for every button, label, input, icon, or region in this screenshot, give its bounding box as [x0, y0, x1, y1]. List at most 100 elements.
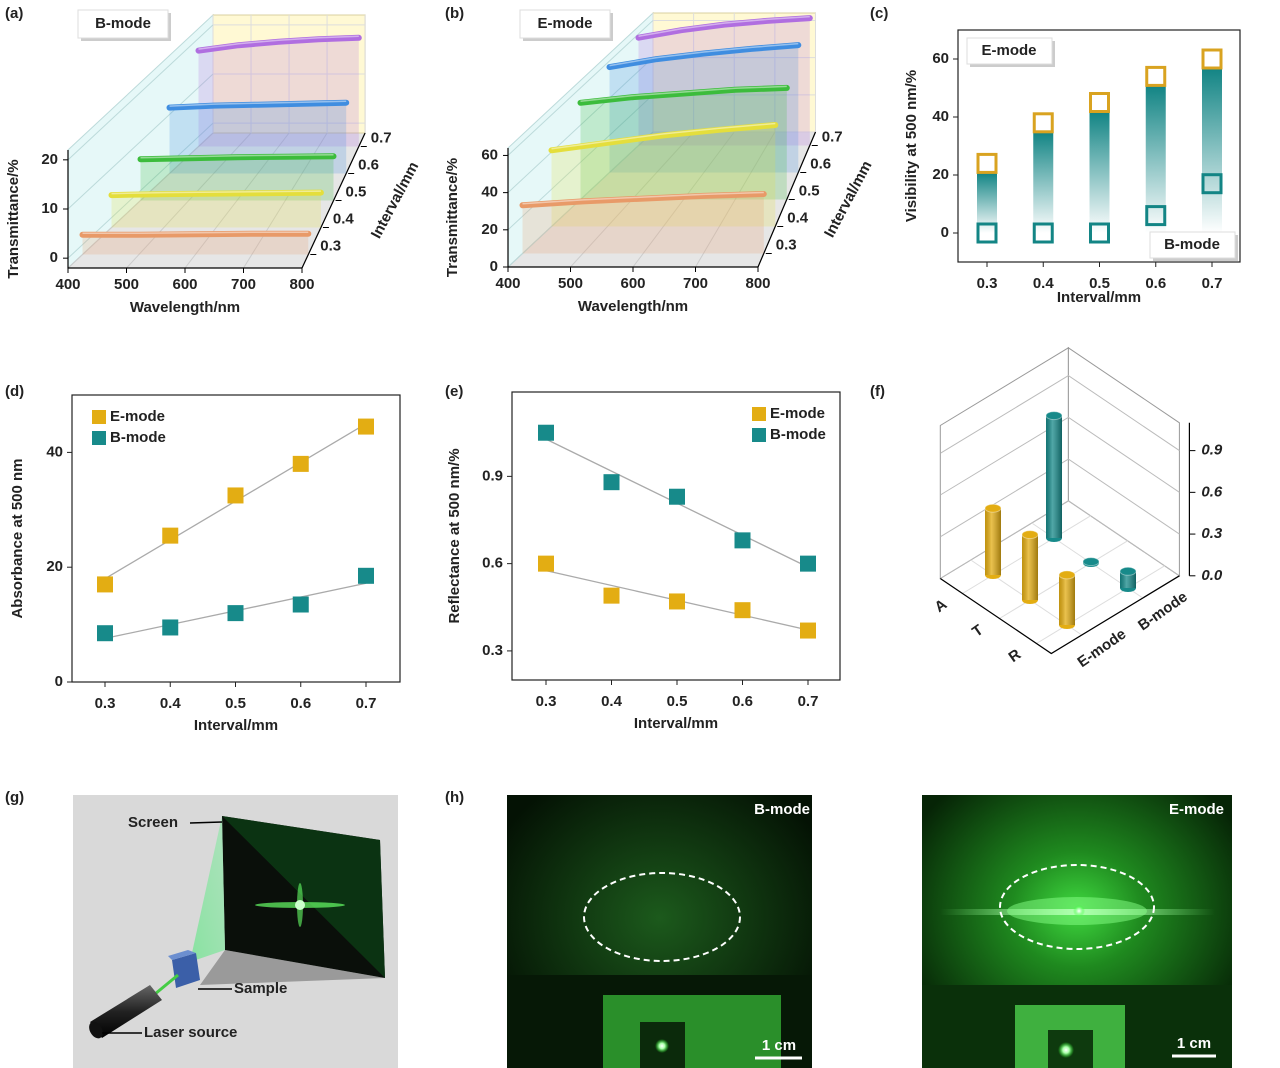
x-tick-label: 0.3: [536, 693, 557, 710]
legend-swatch: [752, 428, 766, 442]
grid-line: [507, 57, 654, 193]
marker: [603, 474, 620, 491]
x-tick-label: 800: [289, 276, 314, 293]
bar-shade: [1059, 574, 1075, 625]
depth-tick-label: 0.3: [320, 237, 341, 254]
x-tick-label: 0.5: [1089, 275, 1110, 292]
area: [522, 194, 764, 254]
axis: [757, 131, 817, 268]
grid-line: [1036, 565, 1165, 644]
z-tick-label: 0.6: [1201, 483, 1223, 500]
visibility-bar: [977, 173, 997, 233]
marker: [800, 622, 816, 639]
bar-cap: [1082, 557, 1100, 567]
visibility-bar: [1145, 86, 1166, 234]
visibility-bar: [1202, 69, 1222, 233]
z-tick-label: 0.9: [1201, 442, 1223, 459]
photo-label: B-mode: [754, 801, 810, 818]
x-tick-label: 500: [558, 275, 583, 292]
y-tick-label: 40: [481, 184, 498, 201]
panel-label: (b): [445, 5, 464, 22]
laser-spot: [1058, 1042, 1074, 1058]
legend-label: E-mode: [770, 405, 825, 422]
area: [609, 45, 799, 173]
mode-label: E-mode: [537, 15, 592, 32]
line-highlight: [169, 100, 347, 107]
panel-label: (c): [870, 5, 888, 22]
marker: [800, 555, 816, 572]
panel-label: (h): [445, 789, 464, 806]
legend-swatch: [92, 410, 106, 424]
axis: [301, 132, 366, 269]
label-box: [519, 9, 611, 39]
area: [198, 37, 359, 147]
marker: [734, 602, 751, 619]
bar-shade: [1120, 571, 1136, 588]
marker: [1201, 48, 1223, 70]
legend-swatch: [752, 407, 766, 421]
mode-label: B-mode: [95, 15, 151, 32]
legend-swatch: [92, 431, 106, 445]
marker: [538, 424, 554, 441]
photo-label: E-mode: [1169, 801, 1224, 818]
x-tick-label: 0.4: [160, 695, 182, 712]
line-highlight: [140, 154, 334, 159]
line: [108, 189, 324, 199]
y-tick-label: 0: [50, 249, 58, 266]
photo-e: 1 cm E-mode: [922, 795, 1232, 1068]
depth-tick-label: 0.7: [822, 128, 843, 145]
line-highlight: [198, 35, 359, 50]
panel-label: (e): [445, 383, 463, 400]
x-tick-label: 0.7: [1202, 275, 1223, 292]
x-tick-label: 600: [620, 275, 645, 292]
y-tick-label: 20: [932, 166, 949, 183]
y-axis-label: Absorbance at 500 nm: [9, 458, 26, 618]
series-label: B-mode: [1164, 236, 1220, 253]
sample-top: [168, 950, 196, 960]
x-tick-label: 0.7: [356, 695, 377, 712]
y-tick-label: 0: [55, 673, 63, 690]
bar-shade: [985, 508, 1001, 575]
marker: [227, 605, 244, 622]
axis: [939, 575, 1180, 655]
area: [580, 87, 787, 200]
laser: [90, 985, 162, 1038]
marker: [97, 576, 113, 593]
bar-cap: [984, 503, 1002, 513]
depth-tick-label: 0.4: [333, 210, 355, 227]
scale-label: 1 cm: [1177, 1035, 1211, 1052]
x-tick-label: 0.4: [601, 693, 623, 710]
dashed-ellipse: [583, 872, 741, 962]
marker: [734, 532, 751, 549]
series-label: E-mode: [981, 42, 1036, 59]
line: [519, 191, 767, 209]
marker: [358, 567, 374, 584]
line: [79, 230, 312, 238]
z-tick-label: 0.0: [1201, 567, 1223, 584]
marker: [1032, 112, 1054, 134]
x-tick-label: 0.6: [1145, 275, 1166, 292]
marker: [97, 625, 113, 642]
x-tick-label: 0.6: [732, 693, 753, 710]
row-label: T: [969, 621, 986, 640]
marker: [292, 596, 309, 613]
light-beam: [190, 816, 225, 962]
x-tick-label: 0.4: [1033, 275, 1055, 292]
x-axis-label: Interval/mm: [1057, 289, 1141, 306]
z-tick-label: 0.3: [1201, 525, 1223, 542]
photo-b: 1 cm B-mode: [507, 795, 812, 1068]
dashed-ellipse: [999, 864, 1155, 950]
grid-line: [940, 416, 1180, 496]
x-tick-label: 400: [55, 276, 80, 293]
x-tick-label: 0.3: [95, 695, 116, 712]
y-axis-label: Transmittance/%: [5, 159, 22, 278]
line: [577, 84, 790, 106]
marker: [227, 487, 244, 504]
sample: [172, 953, 200, 988]
visibility-bar: [1033, 132, 1054, 233]
marker: [669, 593, 685, 610]
laser-beam: [154, 973, 179, 996]
scale-label: 1 cm: [762, 1037, 796, 1054]
marker: [162, 527, 179, 544]
y-tick-label: 0.6: [482, 555, 503, 572]
